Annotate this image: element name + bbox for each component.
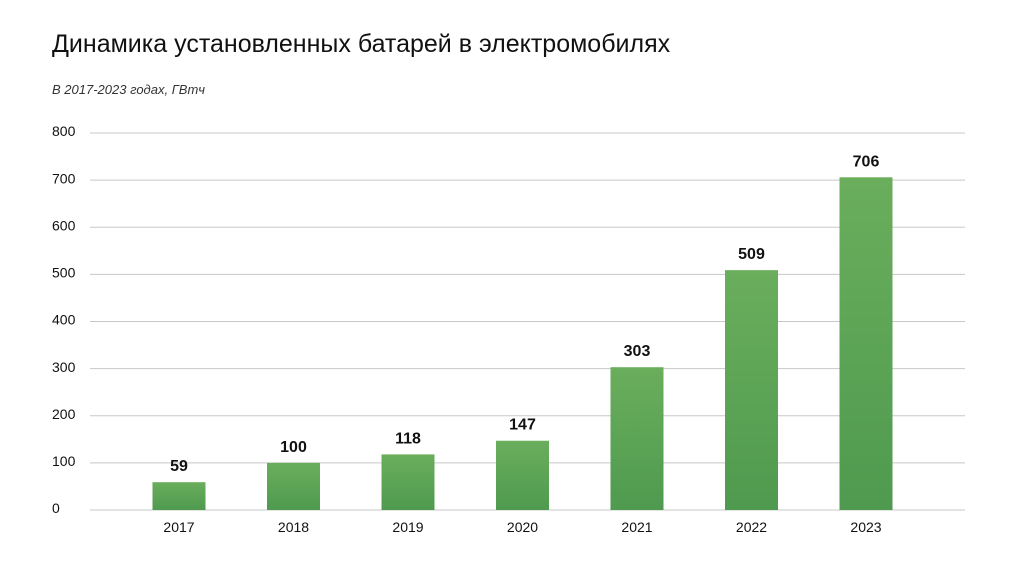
data-labels: 59 100 118 147 303 509 706 <box>170 153 879 475</box>
data-label-2023: 706 <box>853 153 880 170</box>
x-tick-label-2017: 2017 <box>163 519 194 535</box>
bar-2018 <box>267 462 320 510</box>
y-axis-ticks: 0 100 200 300 400 500 600 700 800 <box>52 123 76 516</box>
y-tick-label: 200 <box>52 406 76 422</box>
bar-2023 <box>839 177 893 511</box>
data-label-2020: 147 <box>509 417 536 434</box>
y-tick-label: 600 <box>52 217 76 233</box>
chart-title: Динамика установленных батарей в электро… <box>52 30 671 58</box>
bar-2021 <box>610 367 664 510</box>
x-axis-ticks: 2017 2018 2019 2020 2021 2022 2023 <box>163 519 881 535</box>
y-tick-label: 0 <box>52 500 60 516</box>
data-label-2018: 100 <box>280 439 307 456</box>
x-tick-label-2022: 2022 <box>736 519 767 535</box>
bars <box>152 177 893 511</box>
y-tick-label: 700 <box>52 170 76 186</box>
y-tick-label: 300 <box>52 359 76 375</box>
y-tick-label: 400 <box>52 312 76 328</box>
bar-2022 <box>725 270 778 510</box>
bar-2020 <box>496 440 549 510</box>
y-tick-label: 800 <box>52 123 76 139</box>
x-tick-label-2023: 2023 <box>850 519 881 535</box>
bar-2019 <box>381 454 435 510</box>
x-tick-label-2018: 2018 <box>278 519 309 535</box>
data-label-2017: 59 <box>170 458 188 475</box>
data-label-2022: 509 <box>738 246 765 263</box>
y-tick-label: 100 <box>52 453 76 469</box>
bar-2017 <box>152 482 206 510</box>
x-tick-label-2019: 2019 <box>392 519 423 535</box>
x-tick-label-2020: 2020 <box>507 519 538 535</box>
chart-subtitle: В 2017-2023 годах, ГВтч <box>52 82 205 97</box>
data-label-2019: 118 <box>395 430 421 447</box>
x-tick-label-2021: 2021 <box>621 519 652 535</box>
data-label-2021: 303 <box>624 343 651 360</box>
y-tick-label: 500 <box>52 265 76 281</box>
